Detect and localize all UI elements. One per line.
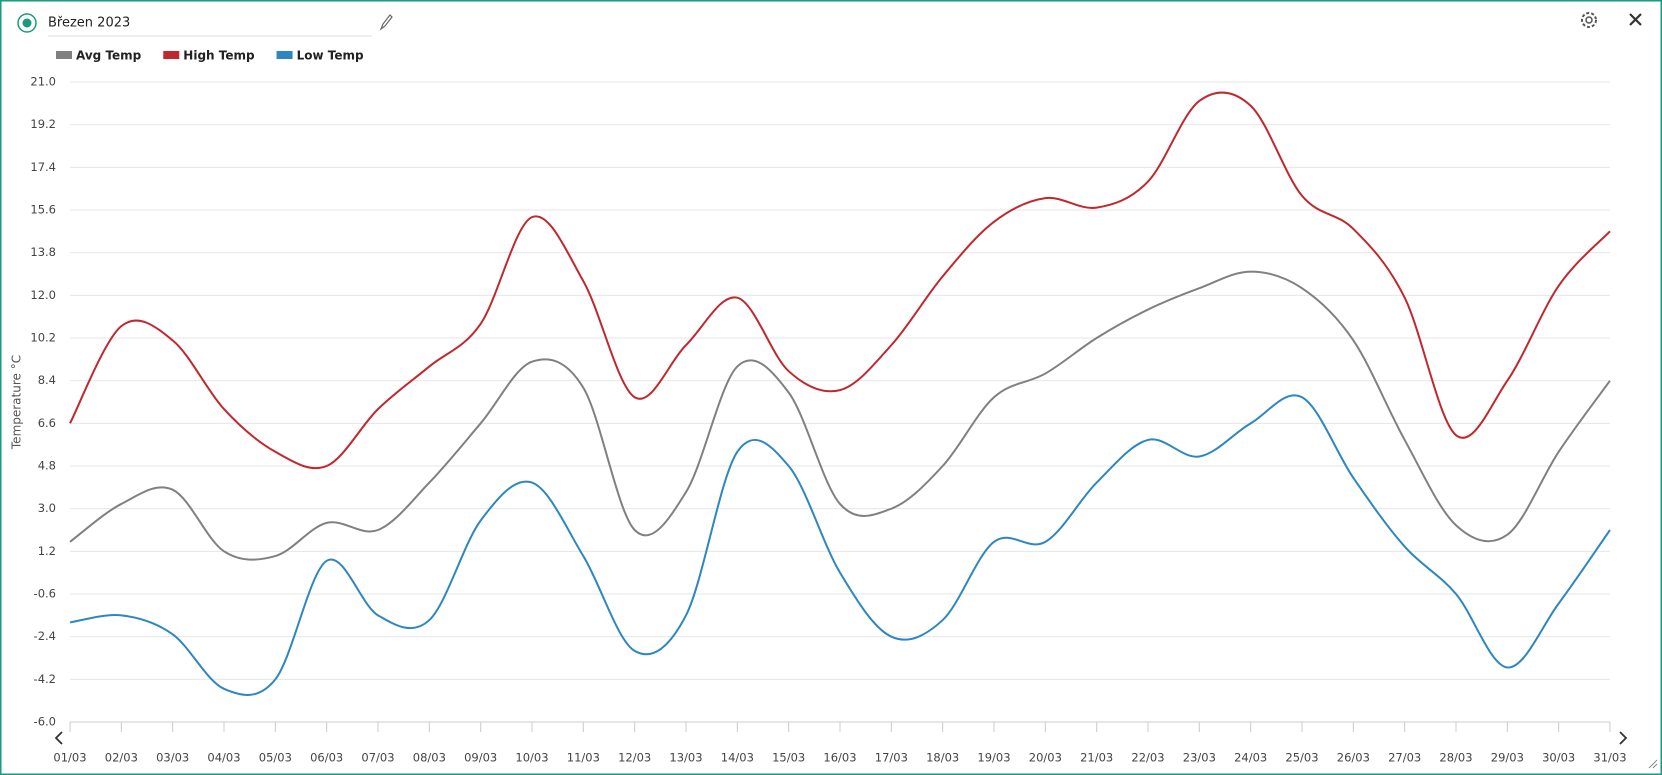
x-tick-label: 03/03 (156, 751, 189, 765)
y-tick-label: 10.2 (30, 331, 56, 345)
x-tick-label: 07/03 (361, 751, 394, 765)
x-tick-label: 13/03 (669, 751, 702, 765)
legend-label: Avg Temp (76, 49, 142, 63)
resize-grip[interactable] (1648, 759, 1658, 769)
y-tick-label: 15.6 (30, 203, 56, 217)
x-tick-label: 10/03 (515, 751, 548, 765)
legend-label: Low Temp (297, 49, 364, 63)
y-tick-label: 3.0 (38, 501, 56, 515)
y-tick-label: -0.6 (34, 587, 56, 601)
edit-icon[interactable] (379, 14, 393, 31)
legend-swatch (163, 51, 180, 59)
x-tick-label: 23/03 (1183, 751, 1216, 765)
x-tick-label: 28/03 (1439, 751, 1472, 765)
gear-inner (1585, 16, 1593, 24)
x-tick-label: 08/03 (413, 751, 446, 765)
series-line (69, 394, 1611, 696)
close-icon[interactable] (1629, 13, 1642, 26)
x-tick-label: 05/03 (259, 751, 292, 765)
y-tick-label: -4.2 (34, 672, 56, 686)
x-tick-label: 01/03 (53, 751, 86, 765)
x-tick-label: 25/03 (1285, 751, 1318, 765)
x-tick-label: 16/03 (823, 751, 856, 765)
x-tick-label: 27/03 (1388, 751, 1421, 765)
x-tick-label: 11/03 (567, 751, 600, 765)
y-tick-label: 1.2 (38, 544, 56, 558)
x-tick-label: 18/03 (926, 751, 959, 765)
x-tick-label: 09/03 (464, 751, 497, 765)
y-tick-label: 13.8 (30, 245, 56, 259)
x-tick-label: 24/03 (1234, 751, 1267, 765)
x-tick-label: 17/03 (875, 751, 908, 765)
x-tick-label: 22/03 (1131, 751, 1164, 765)
y-tick-label: -6.0 (34, 715, 56, 729)
status-icon[interactable] (17, 13, 37, 33)
y-tick-label: 8.4 (38, 373, 56, 387)
status-dot (22, 18, 32, 28)
x-tick-label: 26/03 (1337, 751, 1370, 765)
y-tick-label: 12.0 (30, 288, 56, 302)
series-line (69, 91, 1611, 470)
window-title[interactable]: Březen 2023 (48, 16, 130, 31)
y-tick-label: 4.8 (38, 459, 56, 473)
y-tick-label: -2.4 (34, 629, 56, 643)
prev-arrow[interactable] (54, 731, 63, 745)
series-line (69, 270, 1611, 561)
y-tick-label: 17.4 (30, 160, 56, 174)
y-tick-label: 21.0 (30, 75, 56, 89)
y-axis-label: Temperature °C (10, 355, 24, 450)
x-tick-label: 31/03 (1593, 751, 1626, 765)
x-tick-label: 20/03 (1029, 751, 1062, 765)
x-tick-label: 04/03 (207, 751, 240, 765)
settings-icon[interactable] (1581, 12, 1597, 28)
x-tick-label: 14/03 (721, 751, 754, 765)
next-arrow[interactable] (1619, 731, 1628, 745)
legend-swatch (56, 51, 72, 59)
gear-outer (1581, 12, 1597, 28)
x-tick-label: 12/03 (618, 751, 651, 765)
legend-label: High Temp (183, 49, 255, 63)
x-tick-label: 15/03 (772, 751, 805, 765)
y-tick-label: 6.6 (38, 416, 56, 430)
legend-swatch (276, 51, 293, 59)
x-tick-label: 30/03 (1542, 751, 1575, 765)
x-tick-label: 21/03 (1080, 751, 1113, 765)
y-tick-label: 19.2 (30, 117, 56, 131)
x-tick-label: 29/03 (1491, 751, 1524, 765)
x-tick-label: 06/03 (310, 751, 343, 765)
x-tick-label: 02/03 (105, 751, 138, 765)
x-tick-label: 19/03 (977, 751, 1010, 765)
